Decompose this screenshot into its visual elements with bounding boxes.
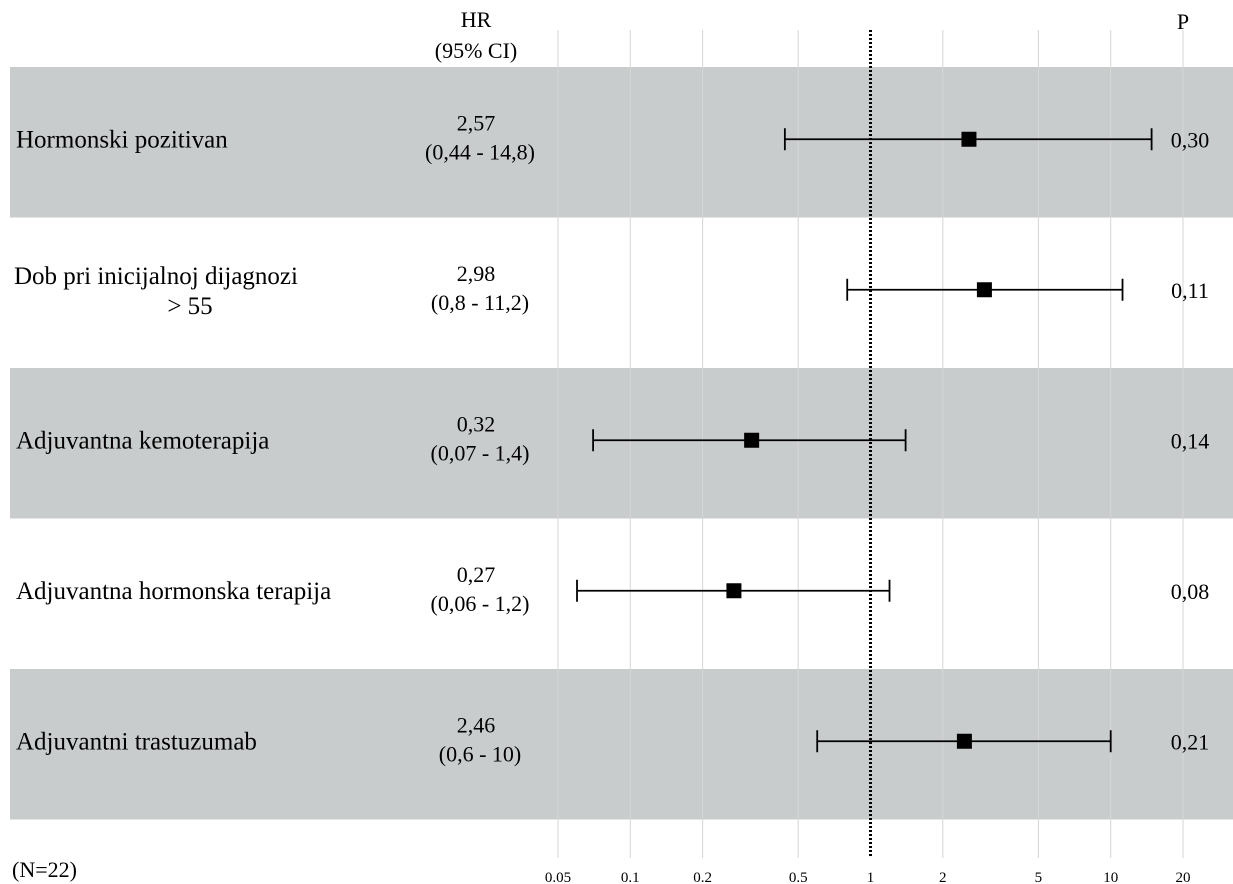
x-axis-ticks: 0.05 0.1 0.2 0.5 1 2 5 10 20 xyxy=(545,870,1191,884)
x-tick-label: 1 xyxy=(867,870,875,884)
x-tick-label: 0.05 xyxy=(545,870,571,884)
p-value: 0,11 xyxy=(1171,278,1209,303)
x-tick-label: 5 xyxy=(1035,870,1043,884)
hr-point-marker xyxy=(956,733,972,749)
ci-value: (0,06 - 1,2) xyxy=(431,591,530,616)
text-layer: HR (95% CI) P (N=22) Hormonski pozitivan… xyxy=(12,7,1209,882)
row-5-interval xyxy=(816,730,1112,753)
hr-value: 0,27 xyxy=(457,562,496,587)
row-2-interval xyxy=(846,278,1124,301)
p-value: 0,14 xyxy=(1171,428,1210,453)
hr-point-marker xyxy=(961,131,977,147)
row-1-interval xyxy=(783,128,1153,151)
row-shading-layer xyxy=(10,67,1233,820)
row-3-interval xyxy=(592,429,907,452)
ci-value: (0,44 - 14,8) xyxy=(425,139,535,164)
hr-value: 2,46 xyxy=(457,712,496,737)
n-footnote: (N=22) xyxy=(12,857,77,882)
ci-value: (0,6 - 10) xyxy=(439,741,521,766)
x-tick-label: 10 xyxy=(1103,870,1118,884)
hr-point-marker xyxy=(976,282,992,298)
hr-header: HR xyxy=(461,7,492,32)
x-tick-label: 0.2 xyxy=(693,870,712,884)
row-shade-5 xyxy=(10,669,1233,820)
hr-value: 2,57 xyxy=(457,110,496,135)
row-label: Hormonski pozitivan xyxy=(16,126,228,153)
hr-value: 0,32 xyxy=(457,411,496,436)
row-shade-3 xyxy=(10,368,1233,519)
row-shade-1 xyxy=(10,67,1233,218)
row-label-line-2: > 55 xyxy=(167,293,212,320)
row-label: Adjuvantna hormonska terapija xyxy=(16,578,331,605)
p-value: 0,21 xyxy=(1171,729,1210,754)
x-tick-label: 0.1 xyxy=(621,870,640,884)
row-4-interval xyxy=(576,579,891,602)
x-tick-label: 0.5 xyxy=(789,870,808,884)
row-label: Adjuvantna kemoterapija xyxy=(16,427,269,454)
hr-value: 2,98 xyxy=(457,261,496,286)
hr-point-marker xyxy=(726,583,742,599)
x-tick-label: 20 xyxy=(1176,870,1191,884)
hr-point-marker xyxy=(744,432,760,448)
x-tick-label: 2 xyxy=(939,870,947,884)
row-label: Dob pri inicijalnoj dijagnozi xyxy=(14,263,298,290)
row-label: Adjuvantni trastuzumab xyxy=(16,728,257,755)
p-header: P xyxy=(1177,9,1189,34)
ci-header: (95% CI) xyxy=(435,38,517,63)
grid-layer xyxy=(557,30,1184,858)
p-value: 0,08 xyxy=(1171,579,1210,604)
marks-layer xyxy=(576,128,1153,753)
ci-value: (0,8 - 11,2) xyxy=(431,290,529,315)
ci-value: (0,07 - 1,4) xyxy=(431,440,530,465)
p-value: 0,30 xyxy=(1171,127,1210,152)
